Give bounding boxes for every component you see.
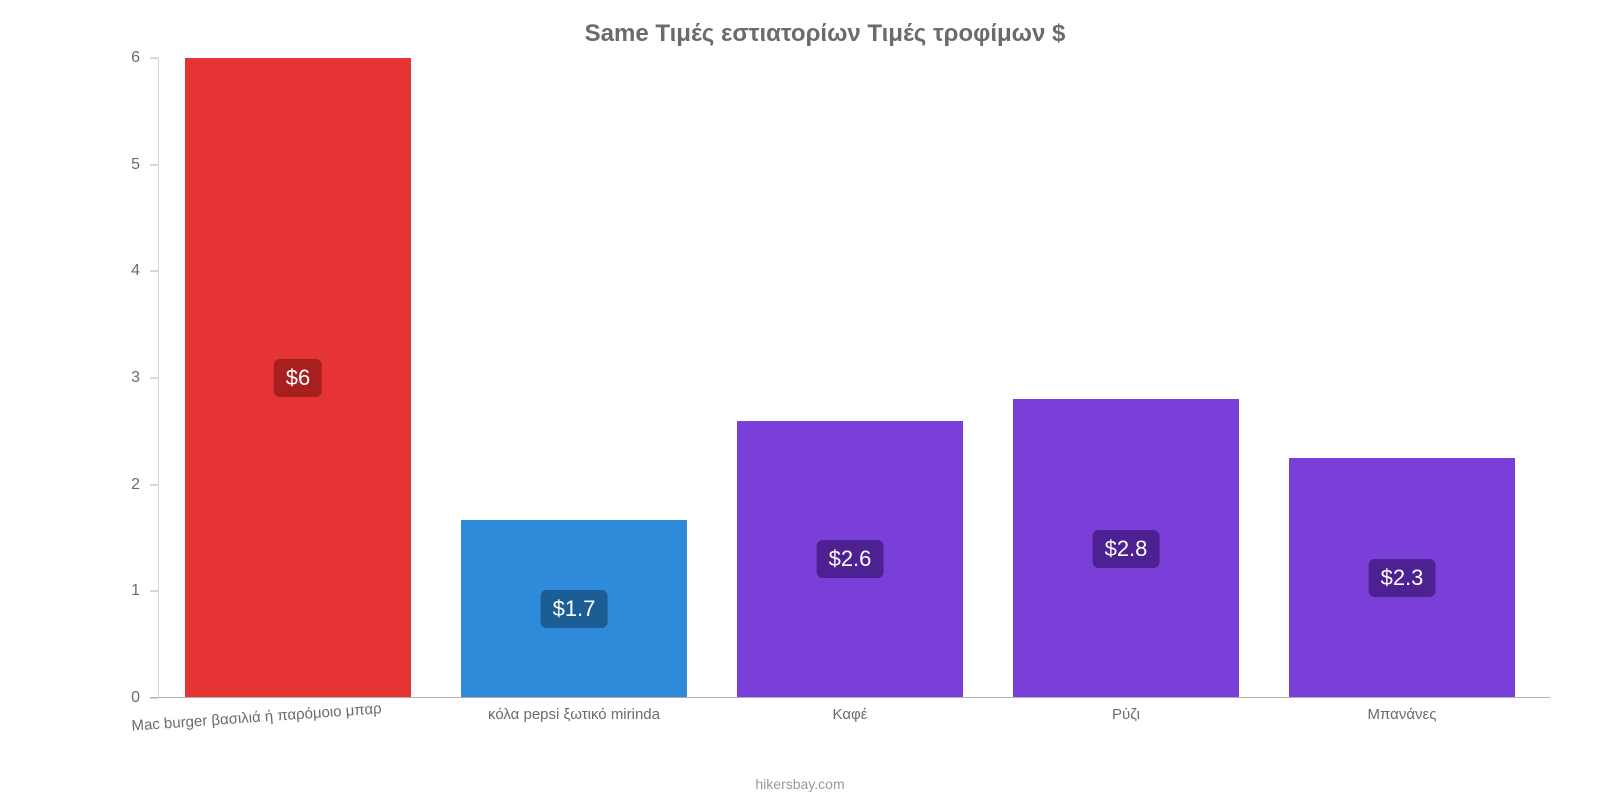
bar-slot: $6: [160, 58, 436, 698]
plot-area: 0123456 $6$1.7$2.6$2.8$2.3 Mac burger βα…: [100, 58, 1550, 698]
bar-slot: $2.8: [988, 58, 1264, 698]
x-axis-label: Ρύζι: [988, 698, 1264, 723]
y-tick-label: 1: [131, 582, 140, 600]
x-axis-label: κόλα pepsi ξωτικό mirinda: [436, 698, 712, 723]
y-tick-mark: [150, 58, 158, 59]
bar: $1.7: [461, 520, 687, 698]
bar-slot: $2.3: [1264, 58, 1540, 698]
price-chart: Same Τιμές εστιατορίων Τιμές τροφίμων $ …: [100, 20, 1550, 760]
bar-value-label: $2.8: [1093, 530, 1160, 568]
bar-value-label: $2.6: [817, 540, 884, 578]
y-tick-mark: [150, 698, 158, 699]
y-tick-label: 4: [131, 262, 140, 280]
bar-value-label: $6: [274, 359, 322, 397]
y-tick-mark: [150, 378, 158, 379]
chart-title: Same Τιμές εστιατορίων Τιμές τροφίμων $: [100, 20, 1550, 48]
y-axis-line: [158, 58, 159, 698]
y-tick-label: 3: [131, 369, 140, 387]
x-axis: Mac burger βασιλιά ή παρόμοιο μπαρκόλα p…: [160, 698, 1540, 723]
x-axis-label: Μπανάνες: [1264, 698, 1540, 723]
y-tick-mark: [150, 271, 158, 272]
y-tick-label: 0: [131, 689, 140, 707]
bar: $2.3: [1289, 458, 1515, 698]
bar: $2.6: [737, 421, 963, 698]
x-axis-label: Mac burger βασιλιά ή παρόμοιο μπαρ: [130, 690, 407, 734]
bar-value-label: $1.7: [541, 590, 608, 628]
y-tick-mark: [150, 484, 158, 485]
bar: $2.8: [1013, 399, 1239, 698]
y-tick-label: 6: [131, 49, 140, 67]
bar: $6: [185, 58, 411, 698]
y-tick-mark: [150, 591, 158, 592]
bar-slot: $1.7: [436, 58, 712, 698]
y-tick-label: 5: [131, 156, 140, 174]
x-axis-label: Καφέ: [712, 698, 988, 723]
y-axis: 0123456: [100, 58, 150, 698]
bars-area: $6 $1.7 $2.6 $2.8 $2.3: [160, 58, 1540, 698]
bar-slot: $2.6: [712, 58, 988, 698]
y-tick-mark: [150, 164, 158, 165]
attribution-text: hikersbay.com: [755, 776, 844, 792]
y-tick-label: 2: [131, 476, 140, 494]
bar-value-label: $2.3: [1369, 559, 1436, 597]
